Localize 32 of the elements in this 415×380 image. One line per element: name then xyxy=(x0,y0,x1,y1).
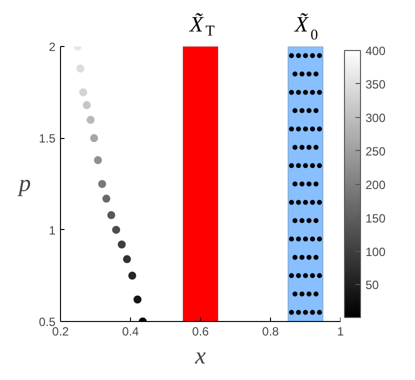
color-bar-label: 350 xyxy=(366,77,386,92)
color-bar-label: 100 xyxy=(366,244,386,259)
color-bar-label: 50 xyxy=(366,278,380,292)
y-axis-title: p xyxy=(16,171,31,197)
point xyxy=(79,88,88,96)
point xyxy=(128,272,136,280)
point xyxy=(112,226,120,234)
x-tick-label: 0.8 xyxy=(262,324,280,338)
point xyxy=(86,116,95,124)
x-tick-label: 1 xyxy=(337,324,344,338)
y-tick-label: 2 xyxy=(48,40,56,54)
x-axis-title: x xyxy=(194,344,206,370)
x-tick-label: 0.6 xyxy=(192,324,210,338)
y-tick-label: 1.5 xyxy=(38,132,56,146)
point xyxy=(134,296,142,304)
point xyxy=(118,240,126,248)
color-bar-label: 300 xyxy=(366,110,386,125)
point xyxy=(82,101,91,110)
color-bar-label: 150 xyxy=(366,211,386,226)
color-bar-label: 400 xyxy=(366,44,386,58)
point xyxy=(123,255,131,264)
point xyxy=(76,64,84,72)
x-tick-label: 0.4 xyxy=(122,324,140,338)
x-tick-label: 0.2 xyxy=(52,324,70,338)
point xyxy=(94,156,102,164)
color-bar-label: 200 xyxy=(366,178,386,192)
point xyxy=(107,211,116,220)
color-bar-label: 250 xyxy=(366,144,386,158)
point xyxy=(102,194,110,203)
point xyxy=(90,134,98,142)
point xyxy=(98,180,106,188)
y-tick-label: 1 xyxy=(48,223,56,238)
